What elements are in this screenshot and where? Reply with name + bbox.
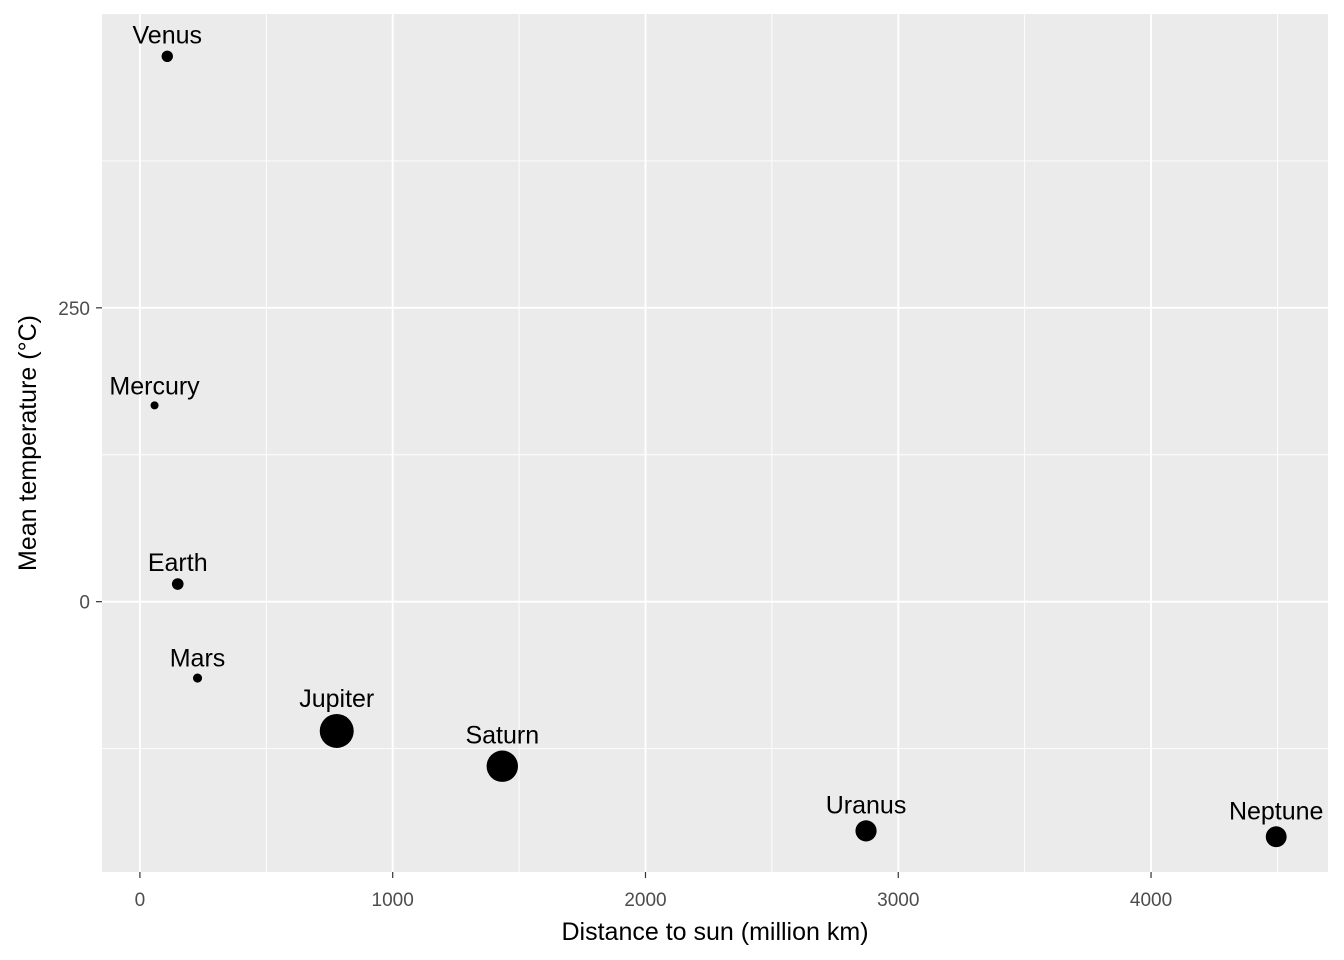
point-labels: Mercury Venus Earth Mars Jupiter Saturn Uranus… bbox=[109, 22, 1323, 826]
point-earth bbox=[171, 578, 184, 590]
point-mars bbox=[192, 673, 203, 683]
x-axis-title: Distance to sun (million km) bbox=[561, 918, 868, 946]
point-neptune bbox=[1265, 826, 1287, 848]
label-mars: Mars bbox=[170, 645, 226, 673]
y-tick-label: 250 bbox=[58, 299, 90, 320]
major-gridlines bbox=[102, 14, 1328, 872]
point-venus bbox=[161, 50, 173, 63]
label-jupiter: Jupiter bbox=[299, 685, 374, 713]
x-axis: 0 1000 2000 3000 4000 bbox=[135, 872, 1172, 911]
x-tick-label: 1000 bbox=[372, 890, 414, 911]
label-neptune: Neptune bbox=[1229, 797, 1324, 825]
plot-panel bbox=[102, 14, 1328, 872]
point-uranus bbox=[855, 820, 877, 842]
y-axis-title: Mean temperature (°C) bbox=[14, 315, 42, 571]
point-mercury bbox=[150, 401, 159, 410]
y-axis: 0 250 bbox=[58, 299, 102, 614]
minor-gridlines bbox=[102, 14, 1328, 872]
label-mercury: Mercury bbox=[109, 372, 200, 400]
x-tick-label: 3000 bbox=[877, 890, 919, 911]
label-uranus: Uranus bbox=[826, 791, 907, 819]
point-saturn bbox=[486, 750, 518, 782]
x-tick-label: 0 bbox=[135, 890, 146, 911]
label-earth: Earth bbox=[148, 549, 208, 577]
x-tick-label: 2000 bbox=[624, 890, 666, 911]
label-saturn: Saturn bbox=[465, 722, 539, 750]
data-points bbox=[150, 50, 1287, 848]
y-tick-label: 0 bbox=[79, 593, 90, 614]
label-venus: Venus bbox=[133, 22, 203, 50]
point-jupiter bbox=[319, 713, 354, 748]
x-tick-label: 4000 bbox=[1130, 890, 1172, 911]
